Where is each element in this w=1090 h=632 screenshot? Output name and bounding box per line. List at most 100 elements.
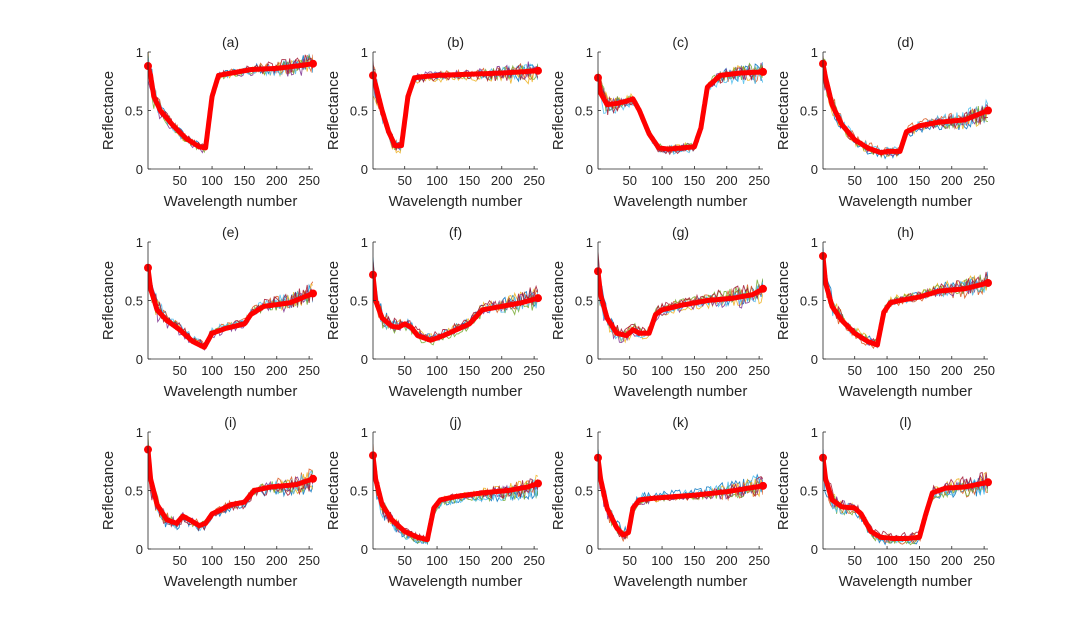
x-tick-label: 200 [266, 363, 288, 378]
subplot-title: (j) [449, 414, 461, 430]
y-axis-label: Reflectance [775, 451, 792, 530]
y-tick-label: 0 [586, 162, 593, 177]
y-tick-label: 0 [586, 542, 593, 557]
sample-spectrum-line [373, 65, 538, 154]
subplot-title: (d) [897, 34, 914, 50]
y-tick-label: 0 [136, 162, 143, 177]
x-tick-label: 250 [523, 363, 545, 378]
sample-spectrum-line [373, 260, 538, 341]
subplot-title: (b) [447, 34, 464, 50]
x-tick-label: 100 [651, 553, 673, 568]
x-tick-label: 50 [172, 363, 186, 378]
mean-end-point [759, 284, 767, 293]
y-tick-label: 1 [811, 425, 818, 440]
spectra-group [598, 449, 763, 543]
y-tick-label: 0.5 [125, 484, 143, 499]
x-tick-label: 150 [684, 553, 706, 568]
y-tick-label: 0.5 [800, 484, 818, 499]
x-axis-label: Wavelength number [614, 383, 748, 400]
x-tick-label: 50 [397, 553, 411, 568]
mean-spectrum-line [373, 272, 538, 343]
mean-spectrum-line [823, 253, 988, 348]
x-tick-label: 50 [847, 553, 861, 568]
y-axis-label: Reflectance [100, 71, 117, 150]
subplot-a: 50 100 150 200 250 0 0.5 1 (a) Wavelength number R… [100, 34, 320, 210]
mean-spectrum-line [823, 455, 988, 541]
x-tick-label: 100 [876, 553, 898, 568]
y-axis-label: Reflectance [325, 451, 342, 530]
y-tick-label: 0 [136, 542, 143, 557]
y-tick-label: 1 [586, 425, 593, 440]
spectra-group [373, 60, 538, 154]
mean-spectrum-line [598, 69, 763, 152]
x-tick-label: 200 [716, 363, 738, 378]
y-tick-label: 1 [361, 45, 368, 60]
y-tick-label: 0 [811, 162, 818, 177]
x-tick-label: 100 [201, 173, 223, 188]
y-axis-label: Reflectance [775, 71, 792, 150]
y-tick-label: 1 [586, 45, 593, 60]
spectra-group [823, 55, 988, 160]
x-tick-label: 250 [748, 553, 770, 568]
x-tick-label: 100 [426, 363, 448, 378]
x-tick-label: 250 [523, 553, 545, 568]
subplot-l: 50 100 150 200 250 0 0.5 1 (l) Wavelength number R… [775, 414, 995, 590]
x-tick-label: 150 [909, 553, 931, 568]
x-tick-label: 50 [622, 553, 636, 568]
subplot-c: 50 100 150 200 250 0 0.5 1 (c) Wavelength number R… [550, 34, 770, 210]
x-axis-label: Wavelength number [389, 573, 523, 590]
x-tick-label: 50 [397, 173, 411, 188]
subplot-b: 50 100 150 200 250 0 0.5 1 (b) Wavelength number R… [325, 34, 545, 210]
x-tick-label: 50 [622, 363, 636, 378]
x-tick-label: 200 [941, 173, 963, 188]
x-tick-label: 250 [523, 173, 545, 188]
y-tick-label: 0 [136, 352, 143, 367]
mean-end-point [534, 294, 542, 303]
y-tick-label: 0.5 [350, 484, 368, 499]
mean-spectrum-line [148, 61, 313, 151]
y-axis-label: Reflectance [325, 261, 342, 340]
y-axis-label: Reflectance [100, 451, 117, 530]
y-tick-label: 0.5 [575, 484, 593, 499]
spectra-group [373, 444, 538, 546]
mean-spectrum-line [148, 265, 313, 350]
x-axis-label: Wavelength number [839, 573, 973, 590]
y-tick-label: 1 [136, 235, 143, 250]
spectra-group [823, 449, 988, 546]
y-tick-label: 0 [586, 352, 593, 367]
x-tick-label: 200 [716, 553, 738, 568]
sample-spectrum-line [598, 471, 763, 537]
x-tick-label: 100 [426, 553, 448, 568]
x-tick-label: 250 [298, 553, 320, 568]
x-axis-label: Wavelength number [164, 573, 298, 590]
mean-end-point [984, 278, 992, 287]
spectra-group [148, 265, 313, 352]
y-tick-label: 0.5 [575, 104, 593, 119]
x-tick-label: 200 [266, 553, 288, 568]
x-tick-label: 250 [748, 363, 770, 378]
y-tick-label: 0.5 [350, 104, 368, 119]
mean-end-point [534, 479, 542, 488]
spectra-group [148, 52, 313, 154]
x-tick-label: 50 [172, 173, 186, 188]
spectra-group [598, 61, 763, 156]
x-tick-label: 100 [651, 173, 673, 188]
mean-end-point [759, 67, 767, 76]
mean-spectrum-line [373, 452, 538, 543]
x-tick-label: 50 [847, 363, 861, 378]
x-tick-label: 150 [909, 173, 931, 188]
y-tick-label: 0.5 [350, 294, 368, 309]
x-tick-label: 250 [748, 173, 770, 188]
mean-end-point [759, 481, 767, 490]
mean-end-point [534, 66, 542, 75]
subplot-title: (i) [224, 414, 236, 430]
subplot-title: (k) [672, 414, 688, 430]
mean-spectrum-line [823, 61, 988, 156]
subplot-title: (f) [449, 224, 462, 240]
x-axis-label: Wavelength number [839, 193, 973, 210]
subplot-g: 50 100 150 200 250 0 0.5 1 (g) Wavelength number R… [550, 224, 770, 400]
y-tick-label: 1 [136, 45, 143, 60]
x-axis-label: Wavelength number [389, 383, 523, 400]
y-tick-label: 0 [361, 162, 368, 177]
